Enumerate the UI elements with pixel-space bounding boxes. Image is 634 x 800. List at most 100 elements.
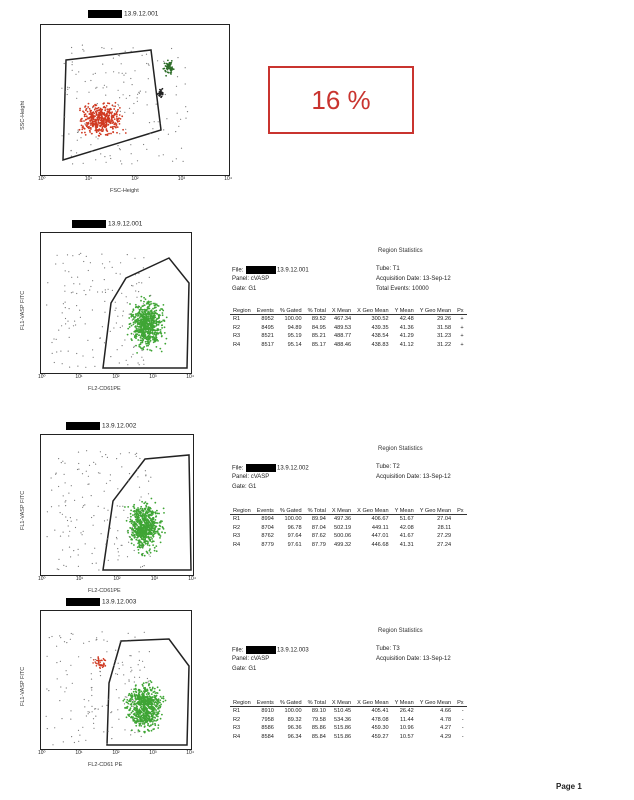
event-dot [145, 314, 148, 317]
event-dot [48, 690, 50, 692]
event-dot [161, 520, 163, 523]
column-header: % Total [304, 308, 329, 315]
stats3-tube: Tube: T3 [376, 646, 400, 652]
event-dot [135, 333, 137, 335]
event-dot [123, 74, 125, 76]
event-dot [116, 117, 118, 120]
tick: 10³ [149, 750, 157, 756]
event-dot [157, 332, 160, 335]
event-dot [155, 309, 158, 312]
event-dot [116, 673, 119, 675]
event-dot [109, 474, 111, 476]
table-cell: 26.42 [399, 708, 414, 714]
event-dot [136, 160, 139, 162]
event-dot [139, 719, 142, 722]
event-dot [150, 310, 152, 312]
event-dot [105, 125, 108, 128]
plot1-xlabel: FSC-Height [110, 188, 139, 194]
table-cell: 515.86 [334, 733, 352, 740]
event-dot [103, 507, 105, 509]
event-dot [118, 697, 120, 699]
event-dot [94, 104, 97, 107]
event-dot [125, 97, 127, 99]
event-dot [115, 124, 118, 127]
event-dot [80, 124, 83, 127]
event-dot [51, 352, 53, 354]
event-dot [76, 292, 78, 295]
event-dot [61, 513, 63, 515]
stats1-tube: Tube: T1 [376, 266, 400, 272]
event-dot [171, 47, 173, 50]
event-dot [164, 342, 167, 345]
event-dot [129, 518, 132, 521]
event-dot [151, 532, 153, 535]
event-dot [84, 123, 86, 125]
event-dot [133, 703, 135, 706]
column-header: % Gated [276, 308, 305, 315]
event-dot [159, 88, 161, 91]
table-cell: 449.11 [371, 524, 389, 531]
event-dot [143, 529, 145, 531]
event-dot [101, 263, 104, 265]
event-dot [134, 714, 137, 717]
event-dot [142, 348, 145, 351]
event-dot [64, 285, 66, 287]
event-dot [165, 316, 168, 319]
event-dot [98, 109, 101, 111]
event-dot [116, 505, 118, 507]
event-dot [121, 466, 123, 468]
event-dot [155, 336, 158, 339]
event-dot [141, 310, 143, 313]
event-dot [151, 526, 154, 529]
stats1-table: Region Events% Gated% Total X Mean X Geo Me… [230, 308, 467, 349]
event-dot [121, 163, 123, 165]
table-row: R2 8495 94.89 84.95 489.53 439.35 41.36 31.58 + [230, 324, 467, 333]
event-dot [152, 535, 155, 538]
tick: 10⁴ [186, 750, 194, 756]
event-dot [142, 316, 144, 319]
plot3-ylabel: FL1-VASP FITC [20, 490, 26, 530]
stats1-total: Total Events: 10000 [376, 286, 429, 292]
event-dot [149, 312, 152, 314]
event-dot [134, 306, 137, 309]
tick: 10² [131, 176, 139, 182]
event-dot [144, 521, 146, 524]
event-dot [141, 554, 144, 557]
event-dot [165, 74, 167, 77]
event-dot [137, 476, 139, 478]
event-dot [115, 516, 117, 518]
event-dot [146, 525, 149, 528]
event-dot [97, 121, 100, 124]
event-dot [109, 126, 112, 129]
event-dot [85, 115, 88, 118]
event-dot [147, 693, 150, 696]
event-dot [56, 662, 58, 664]
event-dot [63, 641, 66, 643]
event-dot [142, 336, 145, 339]
event-dot [137, 535, 139, 537]
event-dot [141, 538, 144, 541]
event-dot [141, 356, 143, 358]
event-dot [61, 87, 63, 89]
event-dot [143, 731, 146, 734]
event-dot [101, 291, 103, 293]
event-dot [140, 544, 142, 547]
event-dot [82, 162, 84, 164]
event-dot [107, 730, 109, 732]
plot4-xlabel: FL2-CD61 PE [88, 762, 123, 768]
event-dot [81, 496, 84, 498]
event-dot [113, 543, 116, 545]
event-dot [155, 103, 157, 105]
event-dot [99, 472, 101, 474]
event-dot [108, 117, 111, 120]
event-dot [152, 700, 155, 703]
column-header: Y Geo Mean [416, 700, 455, 707]
event-dot [139, 326, 142, 329]
event-dot [140, 306, 142, 309]
plot2-header: 13.9.12.001 [72, 220, 142, 228]
event-dot [152, 708, 155, 711]
event-dot [111, 48, 113, 50]
event-dot [87, 102, 90, 105]
event-dot [139, 499, 141, 501]
event-dot [152, 128, 154, 130]
